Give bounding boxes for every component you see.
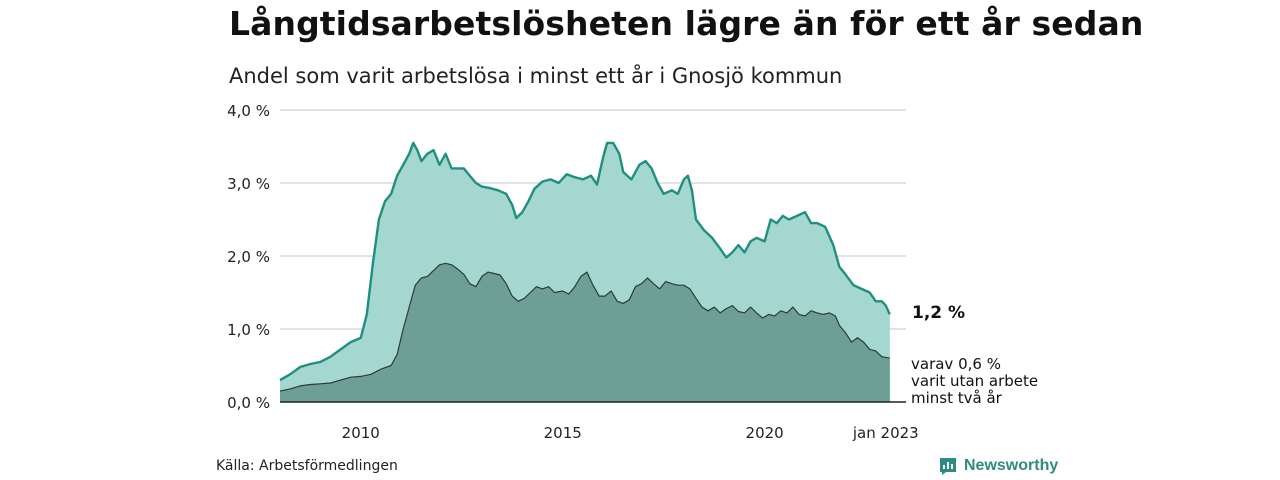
subvalue-line-1: varav 0,6 % <box>911 355 1001 373</box>
chart-title: Långtidsarbetslösheten lägre än för ett … <box>229 4 1144 43</box>
newsworthy-icon <box>940 458 956 475</box>
brand-name: Newsworthy <box>964 457 1059 474</box>
x-tick-label: 2010 <box>342 424 380 442</box>
latest-subvalue-label: varav 0,6 % varit utan arbete minst två … <box>911 356 1038 407</box>
subvalue-line-2: varit utan arbete <box>911 372 1039 390</box>
y-tick-label: 0,0 % <box>227 394 270 412</box>
y-tick-label: 3,0 % <box>227 175 270 193</box>
x-tick-label: 2020 <box>746 424 784 442</box>
brand-logo[interactable]: Newsworthy <box>938 456 1058 476</box>
source-label: Källa: Arbetsförmedlingen <box>216 458 398 474</box>
chart-subtitle: Andel som varit arbetslösa i minst ett å… <box>229 64 843 88</box>
y-tick-label: 4,0 % <box>227 102 270 120</box>
y-tick-label: 1,0 % <box>227 321 270 339</box>
x-tick-label: jan 2023 <box>852 424 919 442</box>
latest-value-label: 1,2 % <box>912 303 966 323</box>
series-area-minst_tva_ar <box>280 263 890 402</box>
y-tick-label: 2,0 % <box>227 248 270 266</box>
subvalue-line-3: minst två år <box>911 389 1002 407</box>
series-line-minst_ett_ar <box>279 141 891 382</box>
series-line-minst_tva_ar <box>279 262 890 392</box>
x-tick-label: 2015 <box>544 424 582 442</box>
